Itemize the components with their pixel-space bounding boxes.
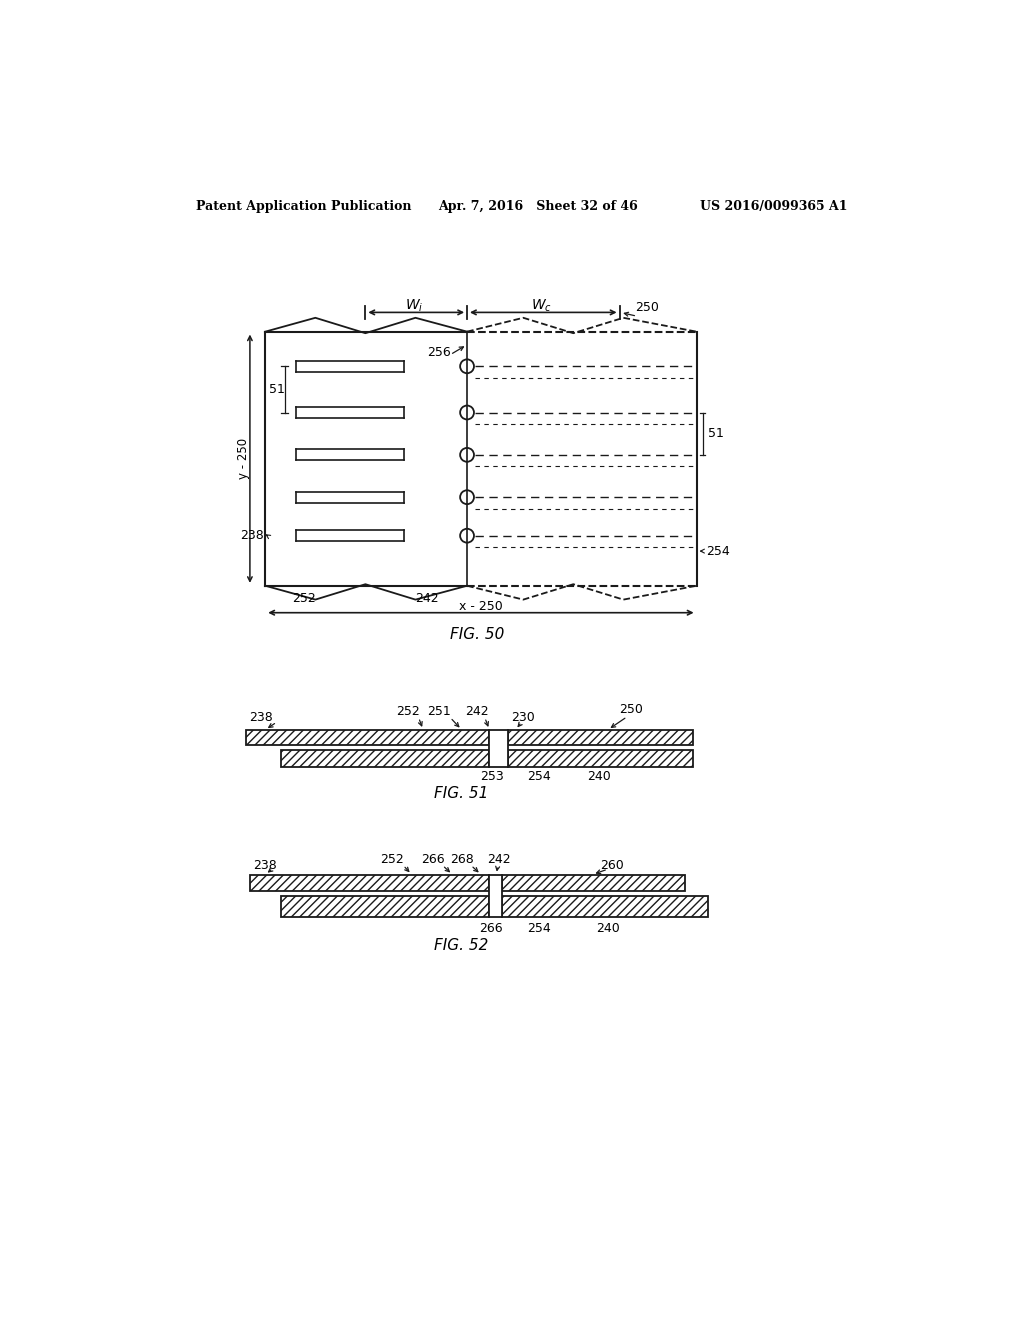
Text: 250: 250 [620, 704, 643, 717]
Text: 240: 240 [596, 921, 620, 935]
Text: 250: 250 [635, 301, 658, 314]
Bar [281, 750, 489, 767]
Bar [281, 750, 489, 767]
Text: 230: 230 [511, 711, 536, 723]
Text: Apr. 7, 2016   Sheet 32 of 46: Apr. 7, 2016 Sheet 32 of 46 [438, 199, 638, 213]
Text: 254: 254 [526, 770, 551, 783]
Text: 260: 260 [600, 859, 624, 871]
Text: 238: 238 [250, 711, 273, 723]
Bar [503, 896, 708, 917]
Text: 266: 266 [479, 921, 503, 935]
Text: y - 250: y - 250 [238, 438, 250, 479]
Bar [503, 875, 685, 891]
Text: FIG. 52: FIG. 52 [434, 937, 488, 953]
Text: 242: 242 [415, 593, 439, 606]
Text: FIG. 51: FIG. 51 [434, 787, 488, 801]
Bar [508, 750, 692, 767]
Bar [246, 730, 489, 744]
Text: $W_i$: $W_i$ [404, 298, 423, 314]
Text: 266: 266 [421, 853, 445, 866]
Text: 51: 51 [269, 383, 285, 396]
Bar [503, 896, 708, 917]
Bar [489, 730, 508, 767]
Text: 252: 252 [396, 705, 420, 718]
Text: 242: 242 [486, 853, 510, 866]
Text: 253: 253 [480, 770, 505, 783]
Text: 240: 240 [587, 770, 610, 783]
Bar [281, 896, 488, 917]
Text: 51: 51 [708, 426, 724, 440]
Text: 268: 268 [450, 853, 473, 866]
Text: US 2016/0099365 A1: US 2016/0099365 A1 [700, 199, 848, 213]
Bar [508, 730, 692, 744]
Text: 256: 256 [427, 346, 451, 359]
Text: 252: 252 [381, 853, 404, 866]
Text: 242: 242 [465, 705, 488, 718]
Text: 238: 238 [241, 529, 264, 543]
Bar [281, 896, 488, 917]
Text: 251: 251 [427, 705, 451, 718]
Bar [488, 874, 503, 917]
Text: 254: 254 [526, 921, 551, 935]
Bar [250, 875, 488, 891]
Text: Patent Application Publication: Patent Application Publication [196, 199, 412, 213]
Bar [508, 730, 692, 744]
Bar [250, 875, 488, 891]
Text: 238: 238 [253, 859, 278, 871]
Bar [246, 730, 489, 744]
Text: 254: 254 [707, 545, 730, 557]
Bar [508, 750, 692, 767]
Text: $W_c$: $W_c$ [531, 298, 552, 314]
Text: 252: 252 [292, 593, 315, 606]
Text: FIG. 50: FIG. 50 [450, 627, 504, 642]
Text: x - 250: x - 250 [459, 601, 503, 612]
Bar [503, 875, 685, 891]
